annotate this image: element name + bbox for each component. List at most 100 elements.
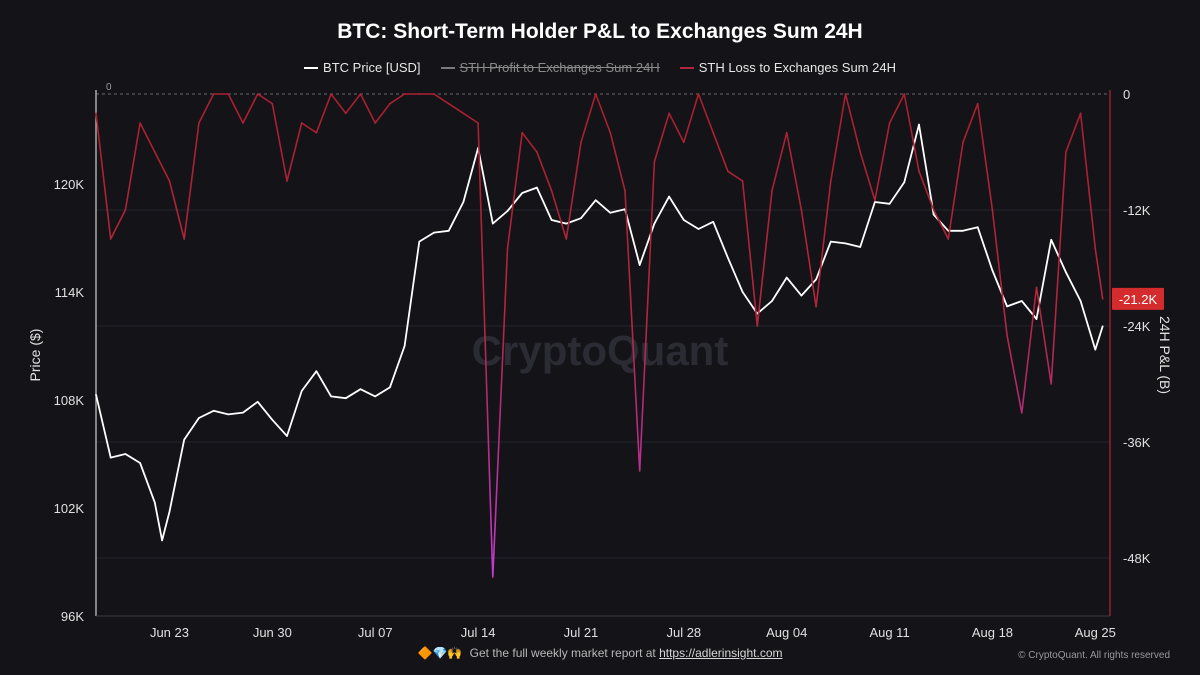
btc-price-point bbox=[433, 231, 435, 234]
sth-loss-point bbox=[874, 199, 876, 202]
sth-loss-point bbox=[815, 305, 817, 308]
sth-loss-point bbox=[565, 238, 568, 240]
btc-price-point bbox=[286, 435, 288, 437]
sth-loss-point bbox=[653, 160, 656, 163]
sth-loss-point bbox=[712, 131, 714, 134]
btc-price-point bbox=[1101, 325, 1104, 328]
sth-loss-point bbox=[271, 102, 274, 105]
sth-loss-point bbox=[330, 93, 332, 95]
btc-price-point bbox=[183, 438, 185, 441]
sth-loss-point bbox=[800, 209, 803, 211]
sth-loss-point bbox=[785, 131, 788, 134]
legend-item-sth-loss[interactable]: STH Loss to Exchanges Sum 24H bbox=[679, 60, 896, 75]
sth-loss-point bbox=[1035, 286, 1038, 289]
x-tick-label: Aug 25 bbox=[1075, 625, 1116, 640]
btc-price-point bbox=[212, 410, 215, 412]
legend-item-sth-profit[interactable]: STH Profit to Exchanges Sum 24H bbox=[440, 60, 660, 75]
sth-loss-point bbox=[477, 122, 479, 124]
x-tick-label: Jun 30 bbox=[253, 625, 292, 640]
sth-loss-point bbox=[154, 151, 156, 153]
btc-price-point bbox=[536, 186, 538, 189]
btc-price-point bbox=[903, 181, 906, 183]
btc-price-point bbox=[139, 462, 141, 464]
btc-price-point bbox=[256, 401, 259, 403]
btc-price-point bbox=[462, 201, 465, 203]
btc-price-point bbox=[918, 123, 920, 126]
sth-loss-point bbox=[624, 189, 626, 192]
series-lines bbox=[95, 93, 1104, 579]
sth-loss-point bbox=[374, 122, 377, 124]
sth-loss-point bbox=[1006, 334, 1008, 337]
sth-loss-point bbox=[315, 131, 318, 134]
y-right-tick-label: -36K bbox=[1123, 435, 1151, 450]
btc-price-point bbox=[1094, 348, 1097, 351]
btc-price-point bbox=[888, 203, 891, 205]
y-left-tick-label: 114K bbox=[55, 285, 85, 300]
diamond-hands-icon: 🔶💎🙌 bbox=[417, 646, 463, 660]
btc-price-point bbox=[830, 240, 832, 243]
legend-label-sth-loss: STH Loss to Exchanges Sum 24H bbox=[698, 60, 896, 75]
x-tick-label: Aug 04 bbox=[766, 625, 807, 640]
btc-price-point bbox=[345, 397, 347, 400]
sth-loss-point bbox=[903, 93, 906, 95]
btc-price-point bbox=[300, 390, 303, 392]
sth-loss-point bbox=[697, 93, 700, 95]
sth-loss-point bbox=[139, 122, 141, 124]
sth-loss-point bbox=[888, 122, 891, 124]
sth-loss-point bbox=[345, 112, 347, 115]
btc-price-point bbox=[976, 226, 979, 228]
sth-loss-point bbox=[433, 93, 435, 95]
legend-item-btc-price[interactable]: BTC Price [USD] bbox=[304, 60, 421, 75]
current-loss-badge bbox=[1112, 287, 1164, 310]
btc-price-point bbox=[1065, 271, 1067, 274]
btc-price-point bbox=[109, 456, 112, 459]
footer-text: Get the full weekly market report at bbox=[469, 646, 656, 660]
sth-loss-point bbox=[462, 112, 465, 115]
btc-price-point bbox=[800, 294, 803, 297]
sth-loss-point bbox=[1050, 383, 1052, 385]
btc-price-point bbox=[506, 210, 509, 212]
sth-loss-point bbox=[741, 180, 744, 182]
legend-label-sth-profit: STH Profit to Exchanges Sum 24H bbox=[459, 60, 660, 75]
y-right-tick-label: -12K bbox=[1123, 203, 1151, 218]
sth-loss-point bbox=[1065, 151, 1067, 153]
x-tick-label: Aug 18 bbox=[972, 625, 1013, 640]
btc-price-point bbox=[859, 246, 861, 248]
btc-price-point bbox=[359, 388, 362, 391]
sth-loss-point bbox=[492, 576, 494, 579]
btc-price-point bbox=[815, 278, 817, 281]
btc-price-point bbox=[403, 345, 406, 347]
sth-loss-point bbox=[95, 112, 97, 115]
sth-loss-point bbox=[242, 122, 244, 124]
btc-price-point bbox=[712, 221, 714, 223]
current-loss-label: -21.2K bbox=[1119, 292, 1158, 307]
sth-loss-point bbox=[844, 93, 847, 95]
sth-loss-point bbox=[962, 141, 964, 144]
y-right-tick-label: -24K bbox=[1123, 319, 1151, 334]
y-right-tick-label: -48K bbox=[1123, 551, 1151, 566]
btc-price-point bbox=[932, 213, 935, 216]
legend: BTC Price [USD] STH Profit to Exchanges … bbox=[0, 60, 1200, 75]
y-left-tick-label: 96K bbox=[61, 609, 84, 624]
sth-loss-point bbox=[683, 141, 685, 144]
x-tick-label: Jun 23 bbox=[150, 625, 189, 640]
sth-loss-point bbox=[227, 93, 230, 95]
sth-loss-point bbox=[124, 209, 127, 211]
footer: 🔶💎🙌 Get the full weekly market report at… bbox=[0, 646, 1200, 660]
footer-link[interactable]: https://adlerinsight.com bbox=[659, 646, 783, 660]
sth-loss-point bbox=[932, 209, 935, 211]
btc-price-point bbox=[844, 242, 847, 245]
sth-loss-point bbox=[198, 122, 200, 124]
btc-price-point bbox=[741, 291, 744, 293]
sth-loss-point bbox=[859, 151, 861, 153]
y-left-tick-label: 102K bbox=[54, 501, 85, 516]
sth-loss-point bbox=[550, 189, 553, 192]
btc-price-point bbox=[638, 264, 641, 266]
sth-loss-point bbox=[638, 470, 641, 472]
x-tick-label: Jul 07 bbox=[358, 625, 393, 640]
btc-price-point bbox=[95, 393, 97, 396]
sth-loss-point bbox=[771, 189, 773, 192]
y-left-tick-label: 108K bbox=[54, 393, 85, 408]
btc-price-point bbox=[962, 230, 964, 232]
